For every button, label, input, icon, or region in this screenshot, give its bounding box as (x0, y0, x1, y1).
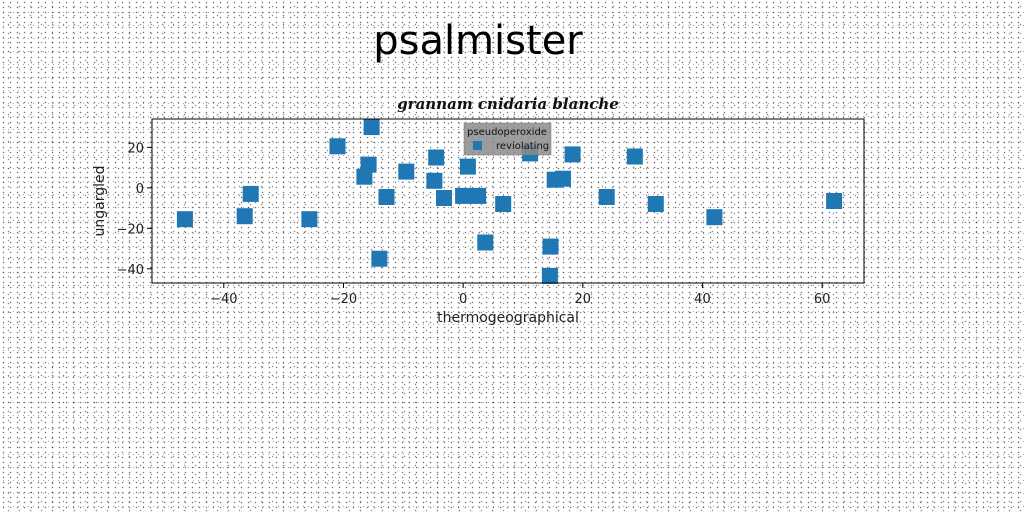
y-tick-label: 0 (136, 182, 144, 197)
data-point (470, 187, 487, 204)
data-point (378, 189, 395, 205)
data-point (826, 193, 843, 209)
data-point (436, 190, 452, 206)
x-tick-label: 40 (694, 292, 711, 307)
data-point (176, 211, 193, 228)
data-point (301, 211, 318, 228)
ticks-layer: −40 −20 0 20 40 60 −40 −20 0 20 (117, 141, 831, 307)
y-axis-label: ungargled (92, 166, 108, 237)
data-point (329, 138, 346, 155)
data-point (236, 208, 253, 225)
data-point (360, 156, 377, 173)
data-point (242, 185, 259, 202)
data-point (626, 148, 643, 165)
y-tick-label: 20 (127, 141, 144, 156)
data-point (598, 189, 615, 205)
x-tick-label: −20 (330, 292, 357, 307)
data-point (555, 170, 571, 187)
data-point (371, 250, 388, 267)
data-point (542, 238, 559, 255)
data-point (426, 172, 443, 189)
plot-title: grannam cnidaria blanche (397, 95, 619, 113)
plot-frame (151, 118, 865, 284)
figure-suptitle: psalmister (373, 18, 583, 64)
data-point (455, 187, 472, 204)
data-point (541, 267, 558, 284)
data-point (706, 209, 723, 226)
data-point (477, 234, 494, 251)
x-axis-label: thermogeographical (437, 310, 579, 326)
legend-title: pseudoperoxide (467, 127, 547, 138)
legend-label: reviolating (496, 141, 549, 152)
x-tick-label: 60 (814, 292, 831, 307)
x-tick-label: 20 (575, 292, 592, 307)
data-point (356, 168, 373, 185)
data-point (363, 119, 380, 136)
data-point (495, 196, 512, 212)
data-point (564, 146, 581, 163)
y-tick-label: −40 (117, 263, 144, 278)
data-point (428, 149, 445, 166)
x-tick-label: 0 (459, 292, 467, 307)
points-layer (176, 119, 843, 284)
data-point (459, 158, 476, 175)
data-point (398, 163, 415, 180)
data-point (647, 196, 664, 212)
x-tick-label: −40 (210, 292, 237, 307)
y-tick-label: −20 (117, 222, 144, 237)
legend-marker (473, 141, 482, 150)
legend: pseudoperoxide reviolating (463, 122, 552, 156)
